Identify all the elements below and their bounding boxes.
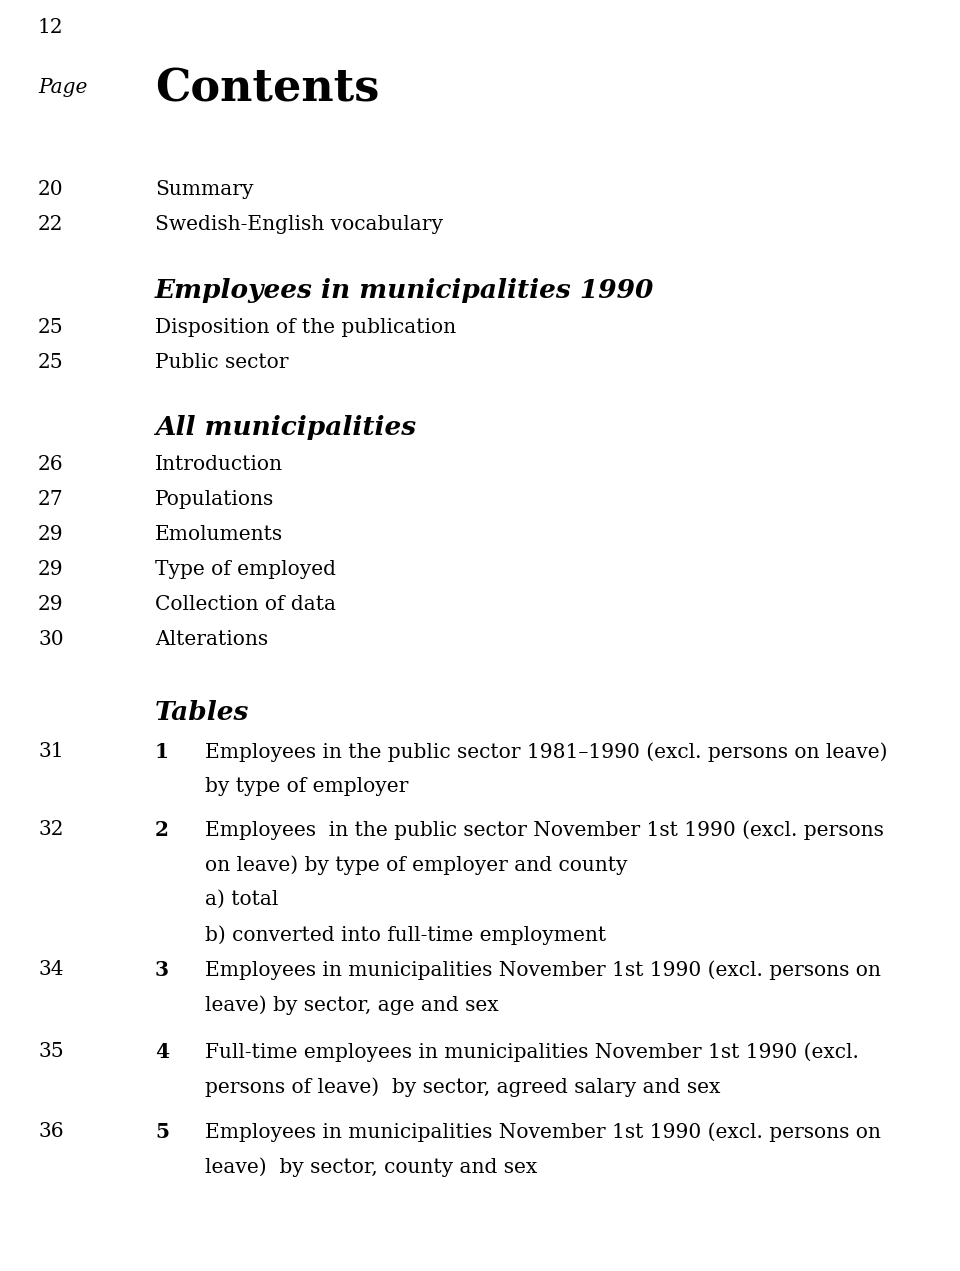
Text: 29: 29 (38, 561, 63, 580)
Text: Type of employed: Type of employed (155, 561, 336, 580)
Text: 3: 3 (155, 960, 169, 980)
Text: 20: 20 (38, 180, 63, 200)
Text: by type of employer: by type of employer (205, 777, 408, 796)
Text: Public sector: Public sector (155, 353, 289, 372)
Text: 4: 4 (155, 1042, 169, 1063)
Text: 35: 35 (38, 1042, 63, 1061)
Text: 29: 29 (38, 595, 63, 614)
Text: 25: 25 (38, 353, 63, 372)
Text: Employees in municipalities 1990: Employees in municipalities 1990 (155, 278, 655, 302)
Text: a) total: a) total (205, 890, 278, 909)
Text: 5: 5 (155, 1122, 169, 1143)
Text: Contents: Contents (155, 69, 379, 111)
Text: Employees  in the public sector November 1st 1990 (excl. persons: Employees in the public sector November … (205, 820, 884, 840)
Text: 22: 22 (38, 215, 63, 234)
Text: Collection of data: Collection of data (155, 595, 336, 614)
Text: leave) by sector, age and sex: leave) by sector, age and sex (205, 995, 498, 1014)
Text: Disposition of the publication: Disposition of the publication (155, 318, 456, 337)
Text: Tables: Tables (155, 700, 250, 724)
Text: Employees in municipalities November 1st 1990 (excl. persons on: Employees in municipalities November 1st… (205, 1122, 881, 1141)
Text: Swedish-English vocabulary: Swedish-English vocabulary (155, 215, 443, 234)
Text: 27: 27 (38, 491, 63, 508)
Text: 12: 12 (38, 18, 63, 37)
Text: Introduction: Introduction (155, 455, 283, 474)
Text: 34: 34 (38, 960, 63, 979)
Text: Summary: Summary (155, 180, 253, 200)
Text: 36: 36 (38, 1122, 63, 1141)
Text: 2: 2 (155, 820, 169, 840)
Text: on leave) by type of employer and county: on leave) by type of employer and county (205, 855, 628, 874)
Text: Page: Page (38, 78, 87, 97)
Text: Alterations: Alterations (155, 630, 268, 649)
Text: Emoluments: Emoluments (155, 525, 283, 544)
Text: 1: 1 (155, 742, 169, 763)
Text: Employees in municipalities November 1st 1990 (excl. persons on: Employees in municipalities November 1st… (205, 960, 881, 980)
Text: leave)  by sector, county and sex: leave) by sector, county and sex (205, 1157, 538, 1177)
Text: 31: 31 (38, 742, 63, 761)
Text: All municipalities: All municipalities (155, 416, 416, 440)
Text: 29: 29 (38, 525, 63, 544)
Text: 25: 25 (38, 318, 63, 337)
Text: persons of leave)  by sector, agreed salary and sex: persons of leave) by sector, agreed sala… (205, 1077, 720, 1097)
Text: 26: 26 (38, 455, 63, 474)
Text: 32: 32 (38, 820, 63, 839)
Text: 30: 30 (38, 630, 63, 649)
Text: Populations: Populations (155, 491, 275, 508)
Text: b) converted into full-time employment: b) converted into full-time employment (205, 925, 606, 944)
Text: Full-time employees in municipalities November 1st 1990 (excl.: Full-time employees in municipalities No… (205, 1042, 859, 1061)
Text: Employees in the public sector 1981–1990 (excl. persons on leave): Employees in the public sector 1981–1990… (205, 742, 887, 761)
